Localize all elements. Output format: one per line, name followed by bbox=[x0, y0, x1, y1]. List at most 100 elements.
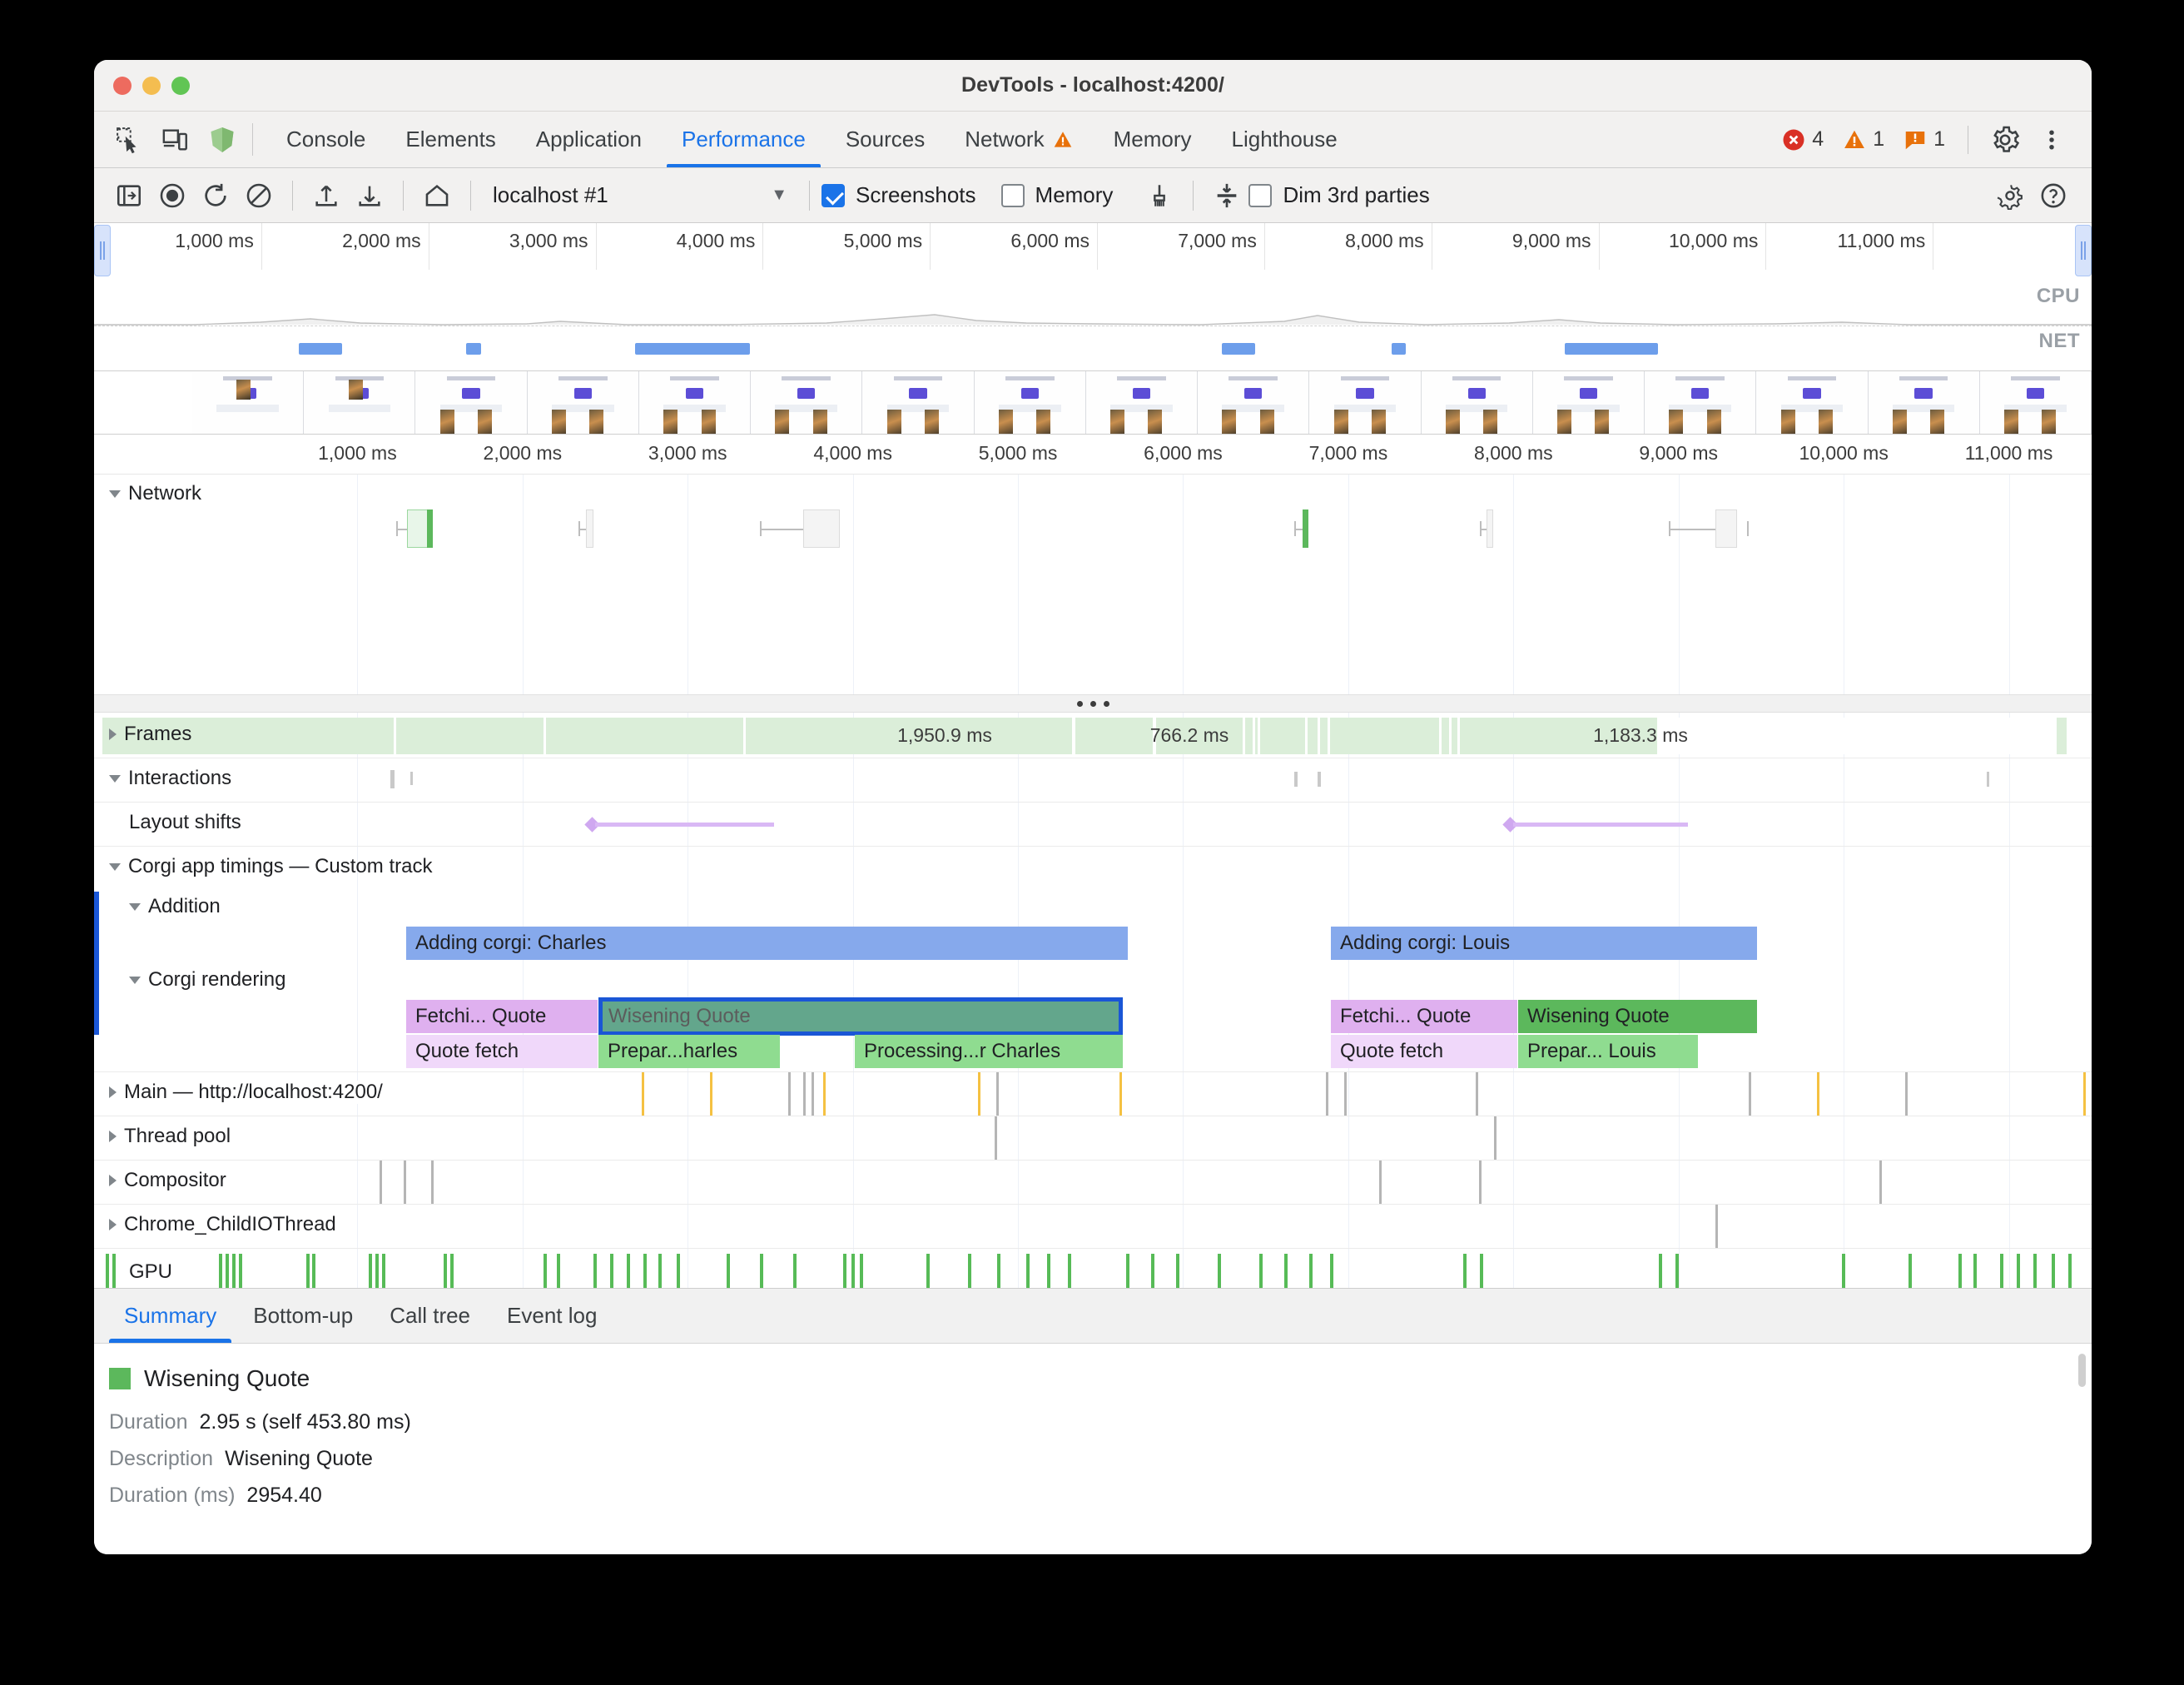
tab-console[interactable]: Console bbox=[286, 127, 366, 152]
layout-shift-cluster[interactable] bbox=[1513, 823, 1688, 827]
gpu-task-marker[interactable] bbox=[1463, 1254, 1467, 1288]
gpu-task-marker[interactable] bbox=[1259, 1254, 1263, 1288]
gpu-task-marker[interactable] bbox=[1176, 1254, 1179, 1288]
gpu-task-marker[interactable] bbox=[851, 1254, 855, 1288]
tab-event-log[interactable]: Event log bbox=[507, 1303, 598, 1328]
issue-count-badge[interactable]: 1 bbox=[1895, 127, 1953, 152]
track-custom-group-header[interactable]: Corgi app timings — Custom track bbox=[109, 855, 432, 878]
gpu-task-marker[interactable] bbox=[760, 1254, 763, 1288]
details-scrollbar[interactable] bbox=[2078, 1354, 2086, 1387]
event-adding-corgi-louis[interactable]: Adding corgi: Louis bbox=[1331, 927, 1757, 960]
upload-profile-icon[interactable] bbox=[305, 174, 348, 217]
filmstrip-frame[interactable] bbox=[304, 371, 416, 434]
gpu-task-marker[interactable] bbox=[106, 1254, 109, 1288]
tab-elements[interactable]: Elements bbox=[405, 127, 496, 152]
gpu-task-marker[interactable] bbox=[232, 1254, 236, 1288]
thread-pool-marker[interactable] bbox=[995, 1116, 997, 1160]
tab-sources[interactable]: Sources bbox=[845, 127, 926, 152]
gpu-task-marker[interactable] bbox=[1284, 1254, 1288, 1288]
gpu-task-marker[interactable] bbox=[369, 1254, 372, 1288]
gpu-task-marker[interactable] bbox=[112, 1254, 116, 1288]
gpu-task-marker[interactable] bbox=[1909, 1254, 1912, 1288]
gpu-task-marker[interactable] bbox=[1480, 1254, 1483, 1288]
gpu-task-marker[interactable] bbox=[1151, 1254, 1154, 1288]
interaction-marker[interactable] bbox=[410, 772, 413, 785]
event-preparing-louis[interactable]: Prepar... Louis bbox=[1518, 1035, 1698, 1068]
tab-bottom-up[interactable]: Bottom-up bbox=[253, 1303, 354, 1328]
download-profile-icon[interactable] bbox=[348, 174, 391, 217]
gpu-task-marker[interactable] bbox=[2068, 1254, 2072, 1288]
reload-and-record-icon[interactable] bbox=[194, 174, 237, 217]
gpu-task-marker[interactable] bbox=[226, 1254, 229, 1288]
filmstrip-frame[interactable] bbox=[638, 371, 752, 434]
filmstrip-frame[interactable] bbox=[527, 371, 639, 434]
kebab-menu-icon[interactable] bbox=[2030, 118, 2073, 162]
gpu-task-marker[interactable] bbox=[860, 1254, 863, 1288]
clear-recording-icon[interactable] bbox=[237, 174, 280, 217]
tab-application[interactable]: Application bbox=[535, 127, 642, 152]
gpu-task-marker[interactable] bbox=[1842, 1254, 1845, 1288]
gpu-task-marker[interactable] bbox=[2033, 1254, 2037, 1288]
gpu-task-marker[interactable] bbox=[1126, 1254, 1129, 1288]
gpu-task-marker[interactable] bbox=[593, 1254, 597, 1288]
device-toolbar-icon[interactable] bbox=[156, 120, 196, 160]
main-event-marker[interactable] bbox=[996, 1072, 999, 1116]
dim-third-parties-box[interactable] bbox=[1248, 183, 1273, 207]
gpu-task-marker[interactable] bbox=[1047, 1254, 1050, 1288]
child-io-marker[interactable] bbox=[1715, 1205, 1718, 1248]
event-wisening-quote-selected[interactable]: Wisening Quote bbox=[598, 997, 1123, 1036]
filmstrip-frame[interactable] bbox=[1868, 371, 1980, 434]
screenshots-checkbox-box[interactable] bbox=[821, 183, 845, 207]
network-request[interactable] bbox=[1294, 505, 1316, 553]
event-fetching-quote-1[interactable]: Fetchi... Quote bbox=[406, 1000, 598, 1033]
tab-lighthouse[interactable]: Lighthouse bbox=[1231, 127, 1338, 152]
main-event-marker[interactable] bbox=[1476, 1072, 1478, 1116]
gpu-task-marker[interactable] bbox=[239, 1254, 242, 1288]
gpu-task-marker[interactable] bbox=[312, 1254, 315, 1288]
gpu-task-marker[interactable] bbox=[997, 1254, 1000, 1288]
event-wisening-quote-2[interactable]: Wisening Quote bbox=[1518, 1000, 1757, 1033]
network-request[interactable] bbox=[396, 505, 438, 553]
main-event-marker[interactable] bbox=[642, 1072, 644, 1116]
filmstrip-frame[interactable] bbox=[974, 371, 1086, 434]
warning-count-badge[interactable]: 1 bbox=[1834, 127, 1892, 152]
screenshot-filmstrip[interactable] bbox=[94, 371, 2092, 435]
main-event-marker[interactable] bbox=[710, 1072, 712, 1116]
event-adding-corgi-charles[interactable]: Adding corgi: Charles bbox=[406, 927, 1128, 960]
filmstrip-frame[interactable] bbox=[1198, 371, 1310, 434]
gpu-task-marker[interactable] bbox=[1330, 1254, 1333, 1288]
gpu-task-marker[interactable] bbox=[793, 1254, 797, 1288]
event-fetching-quote-2[interactable]: Fetchi... Quote bbox=[1331, 1000, 1517, 1033]
main-event-marker[interactable] bbox=[1817, 1072, 1819, 1116]
filmstrip-frame[interactable] bbox=[1085, 371, 1199, 434]
gear-icon[interactable] bbox=[1983, 118, 2027, 162]
filmstrip-frame[interactable] bbox=[1756, 371, 1869, 434]
track-compositor[interactable]: Compositor bbox=[94, 1161, 2092, 1204]
network-request[interactable] bbox=[577, 505, 598, 553]
gpu-task-marker[interactable] bbox=[1026, 1254, 1030, 1288]
compositor-marker[interactable] bbox=[1879, 1161, 1882, 1204]
main-event-marker[interactable] bbox=[1119, 1072, 1122, 1116]
screenshots-checkbox[interactable]: Screenshots bbox=[821, 182, 976, 208]
timeline-flamechart[interactable]: 1,000 ms 2,000 ms 3,000 ms 4,000 ms 5,000 ms… bbox=[94, 435, 2092, 1288]
compositor-marker[interactable] bbox=[380, 1161, 382, 1204]
gpu-task-marker[interactable] bbox=[450, 1254, 454, 1288]
gpu-task-marker[interactable] bbox=[1659, 1254, 1662, 1288]
main-event-marker[interactable] bbox=[1749, 1072, 1751, 1116]
gpu-task-marker[interactable] bbox=[727, 1254, 730, 1288]
gpu-task-marker[interactable] bbox=[382, 1254, 385, 1288]
dim-third-parties-checkbox[interactable]: Dim 3rd parties bbox=[1248, 182, 1430, 208]
event-processing-charles[interactable]: Processing...r Charles bbox=[855, 1035, 1123, 1068]
gpu-task-marker[interactable] bbox=[1309, 1254, 1313, 1288]
track-network[interactable]: Network bbox=[94, 475, 2092, 695]
gpu-task-marker[interactable] bbox=[2017, 1254, 2020, 1288]
toggle-sidebar-icon[interactable] bbox=[107, 174, 151, 217]
main-event-marker[interactable] bbox=[978, 1072, 980, 1116]
gpu-task-marker[interactable] bbox=[610, 1254, 613, 1288]
recording-selector[interactable]: localhost #1 ▼ bbox=[483, 174, 797, 217]
track-addition[interactable]: Addition Adding corgi: Charles Adding co… bbox=[94, 890, 2092, 963]
gpu-task-marker[interactable] bbox=[1958, 1254, 1962, 1288]
gpu-task-marker[interactable] bbox=[843, 1254, 846, 1288]
overview-window-left-handle[interactable] bbox=[94, 225, 111, 276]
gpu-task-marker[interactable] bbox=[643, 1254, 647, 1288]
